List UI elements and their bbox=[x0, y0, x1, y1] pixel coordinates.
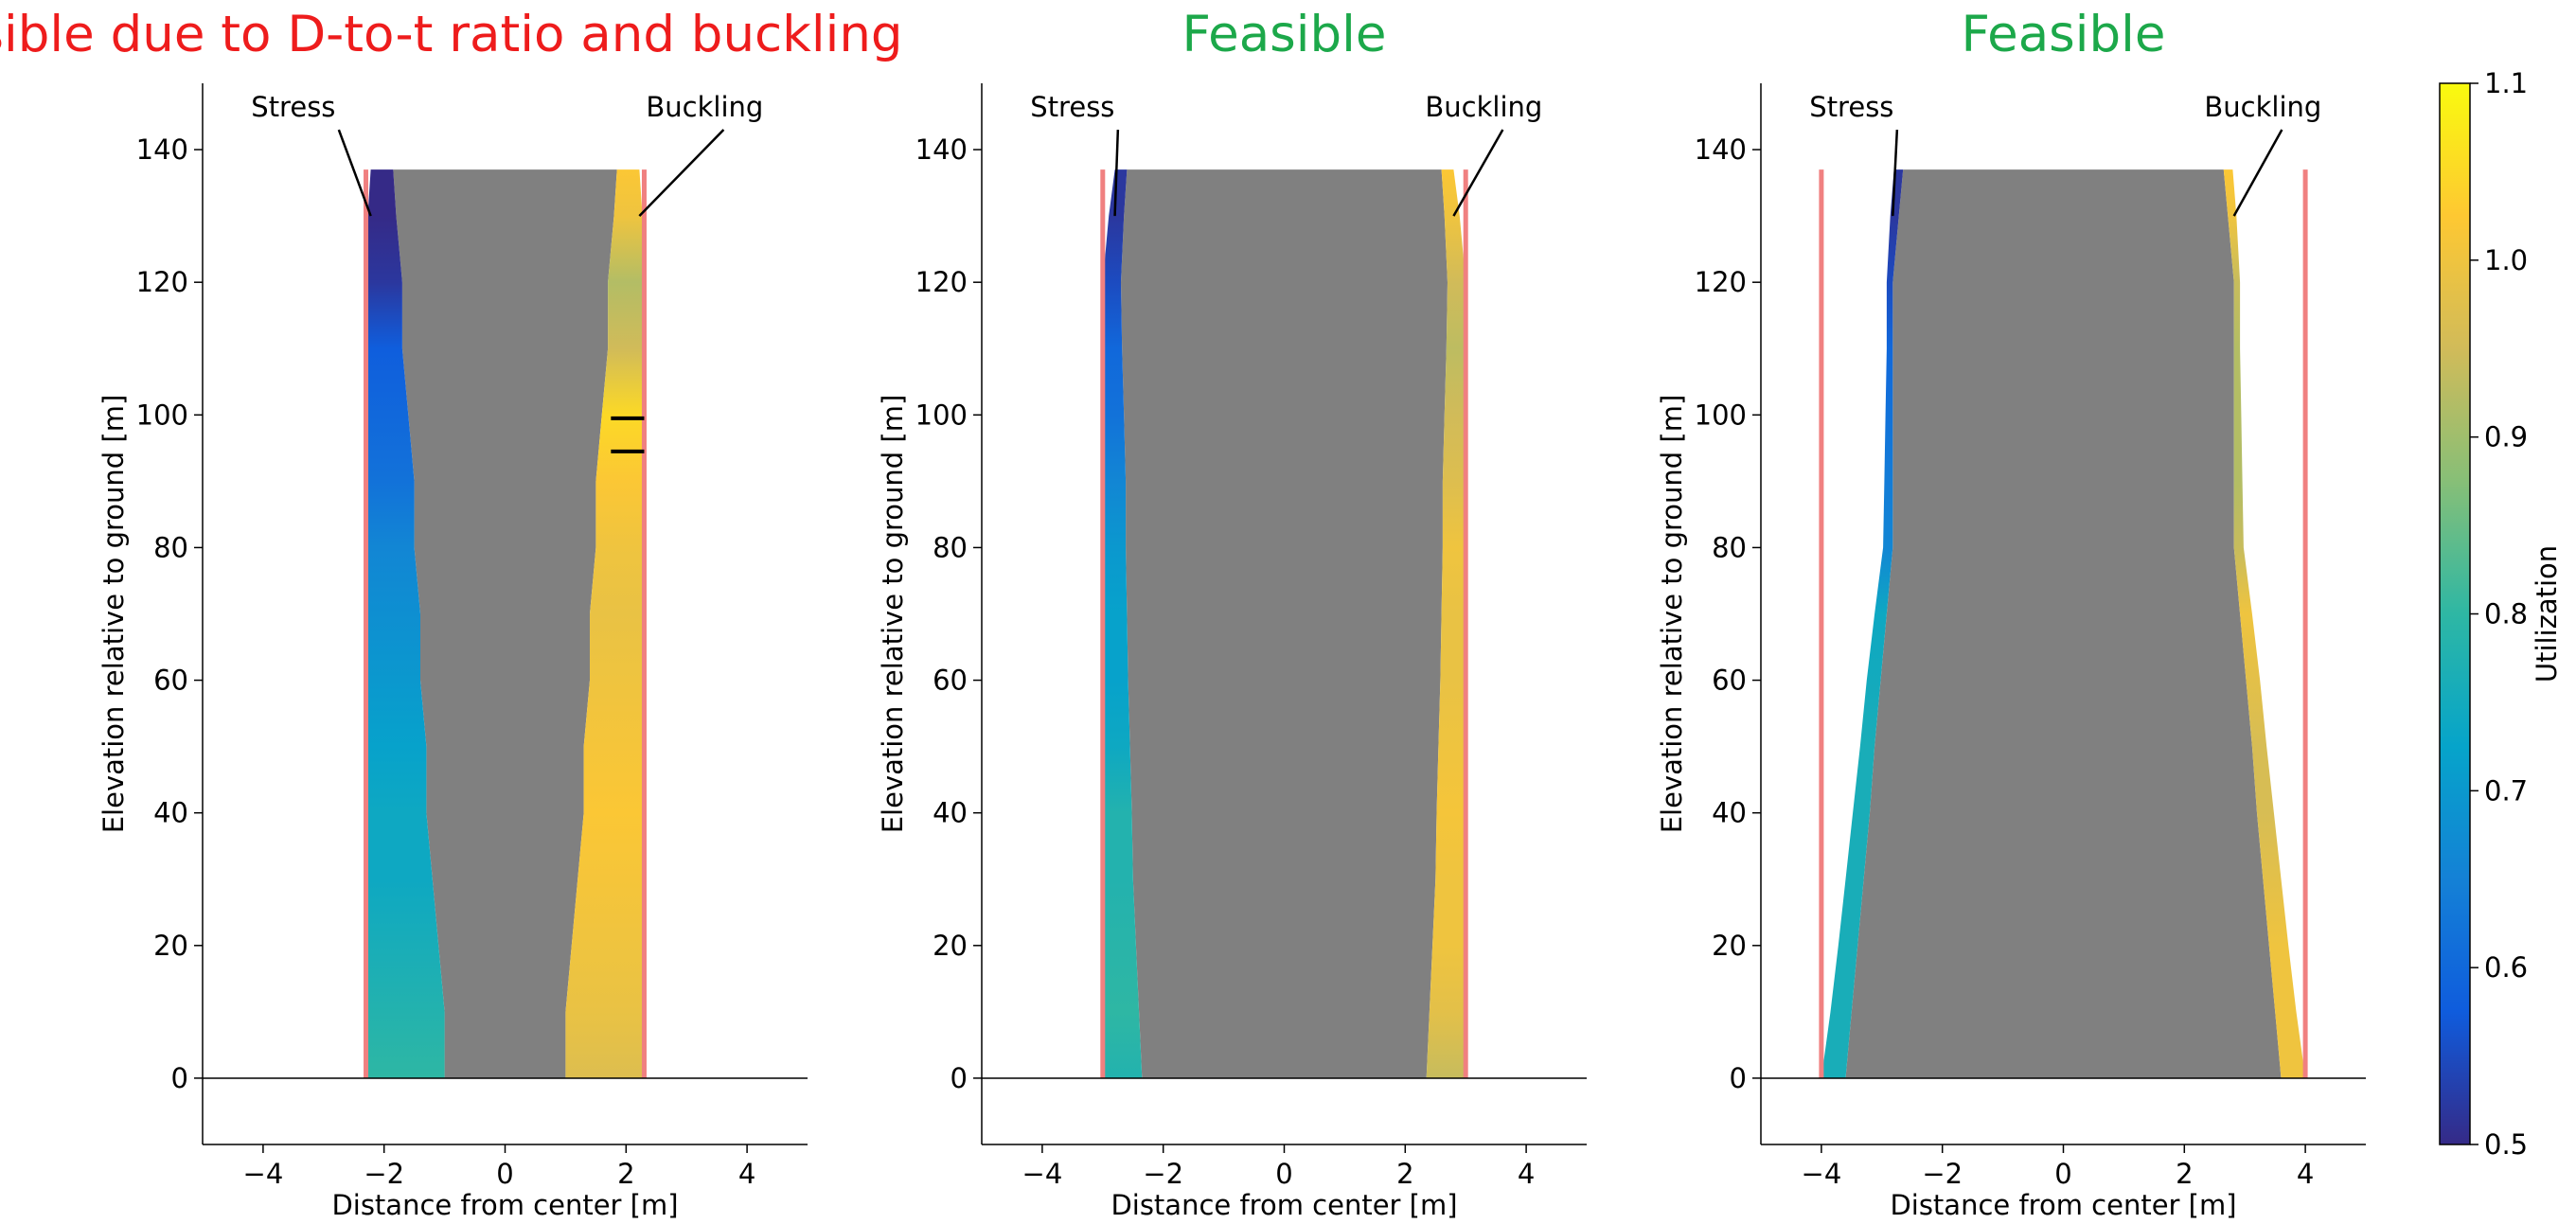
panel-title: Feasible bbox=[1962, 6, 2166, 63]
y-tick-label: 80 bbox=[153, 531, 188, 563]
x-tick-label: 0 bbox=[2054, 1158, 2071, 1190]
y-tick-label: 120 bbox=[915, 266, 968, 298]
colorbar-tick-label: 1.1 bbox=[2484, 67, 2528, 99]
annotation-arrow bbox=[337, 129, 372, 217]
tower-interior bbox=[1121, 169, 1448, 1078]
y-tick-label: 140 bbox=[1695, 133, 1747, 166]
panel-title: Infeasible due to D-to-t ratio and buckl… bbox=[0, 6, 903, 63]
y-tick-label: 100 bbox=[136, 399, 188, 431]
stress-wall bbox=[365, 169, 445, 1078]
colorbar-tick-label: 0.5 bbox=[2484, 1128, 2528, 1161]
x-tick-label: −4 bbox=[1022, 1158, 1063, 1190]
colorbar: 0.5 0.6 0.7 0.8 0.9 1.0 1.1 Utilization bbox=[2439, 67, 2563, 1161]
buckling-wall bbox=[565, 169, 645, 1078]
annotation-label: Stress bbox=[251, 91, 335, 123]
colorbar-tick-label: 0.9 bbox=[2484, 421, 2528, 453]
y-tick-label: 20 bbox=[153, 930, 188, 962]
annotation-label: Buckling bbox=[1425, 91, 1542, 123]
panel-title: Feasible bbox=[1182, 6, 1387, 63]
y-tick-label: 60 bbox=[153, 665, 188, 697]
colorbar-tick-label: 0.6 bbox=[2484, 951, 2528, 984]
y-axis-label: Elevation relative to ground [m] bbox=[98, 395, 130, 834]
y-tick-label: 60 bbox=[1712, 665, 1747, 697]
colorbar-tick-label: 1.0 bbox=[2484, 244, 2528, 276]
x-tick-label: −4 bbox=[1802, 1158, 1842, 1190]
y-tick-label: 140 bbox=[136, 133, 188, 166]
annotation-label: Buckling bbox=[646, 91, 763, 123]
y-tick-label: 0 bbox=[950, 1062, 968, 1094]
x-axis-label: Distance from center [m] bbox=[1890, 1189, 2236, 1221]
y-tick-label: 20 bbox=[933, 930, 968, 962]
annotation-arrow bbox=[638, 129, 725, 217]
y-tick-label: 80 bbox=[933, 531, 968, 563]
x-tick-label: 4 bbox=[2297, 1158, 2314, 1190]
y-tick-label: 80 bbox=[1712, 531, 1747, 563]
x-tick-label: −2 bbox=[1143, 1158, 1183, 1190]
y-axis-label: Elevation relative to ground [m] bbox=[1656, 395, 1688, 834]
colorbar-strip bbox=[2439, 82, 2471, 1145]
x-tick-label: 2 bbox=[617, 1158, 634, 1190]
x-tick-label: 4 bbox=[738, 1158, 755, 1190]
x-tick-label: 4 bbox=[1518, 1158, 1535, 1190]
y-tick-label: 60 bbox=[933, 665, 968, 697]
y-axis-label: Elevation relative to ground [m] bbox=[877, 395, 909, 834]
colorbar-label: Utilization bbox=[2531, 545, 2563, 683]
y-tick-label: 40 bbox=[1712, 797, 1747, 829]
y-tick-label: 100 bbox=[1695, 399, 1747, 431]
y-tick-label: 40 bbox=[153, 797, 188, 829]
x-tick-label: −2 bbox=[1922, 1158, 1963, 1190]
tower-interior bbox=[393, 169, 617, 1078]
y-tick-label: 40 bbox=[933, 797, 968, 829]
x-axis-label: Distance from center [m] bbox=[1110, 1189, 1457, 1221]
y-tick-label: 0 bbox=[171, 1062, 188, 1094]
y-tick-label: 0 bbox=[1730, 1062, 1747, 1094]
y-tick-label: 120 bbox=[1695, 266, 1747, 298]
x-tick-label: 0 bbox=[1275, 1158, 1292, 1190]
x-axis-label: Distance from center [m] bbox=[331, 1189, 678, 1221]
tower-interior bbox=[1845, 169, 2282, 1078]
annotation-label: Stress bbox=[1030, 91, 1114, 123]
colorbar-tick-label: 0.8 bbox=[2484, 598, 2528, 630]
annotation-label: Stress bbox=[1809, 91, 1893, 123]
annotation-arrow bbox=[1113, 129, 1120, 217]
x-tick-label: −2 bbox=[364, 1158, 404, 1190]
colorbar-tick-label: 0.7 bbox=[2484, 774, 2528, 807]
x-tick-label: 2 bbox=[1396, 1158, 1413, 1190]
buckling-wall bbox=[1426, 169, 1466, 1078]
annotation-arrow bbox=[2232, 129, 2283, 217]
y-tick-label: 100 bbox=[915, 399, 968, 431]
y-tick-label: 140 bbox=[915, 133, 968, 166]
x-tick-label: 0 bbox=[496, 1158, 513, 1190]
y-tick-label: 20 bbox=[1712, 930, 1747, 962]
annotation-arrow bbox=[1892, 129, 1899, 217]
stress-wall bbox=[1102, 169, 1143, 1078]
annotation-arrow bbox=[1452, 129, 1504, 217]
x-tick-label: 2 bbox=[2176, 1158, 2193, 1190]
x-tick-label: −4 bbox=[243, 1158, 284, 1190]
y-tick-label: 120 bbox=[136, 266, 188, 298]
annotation-label: Buckling bbox=[2204, 91, 2321, 123]
